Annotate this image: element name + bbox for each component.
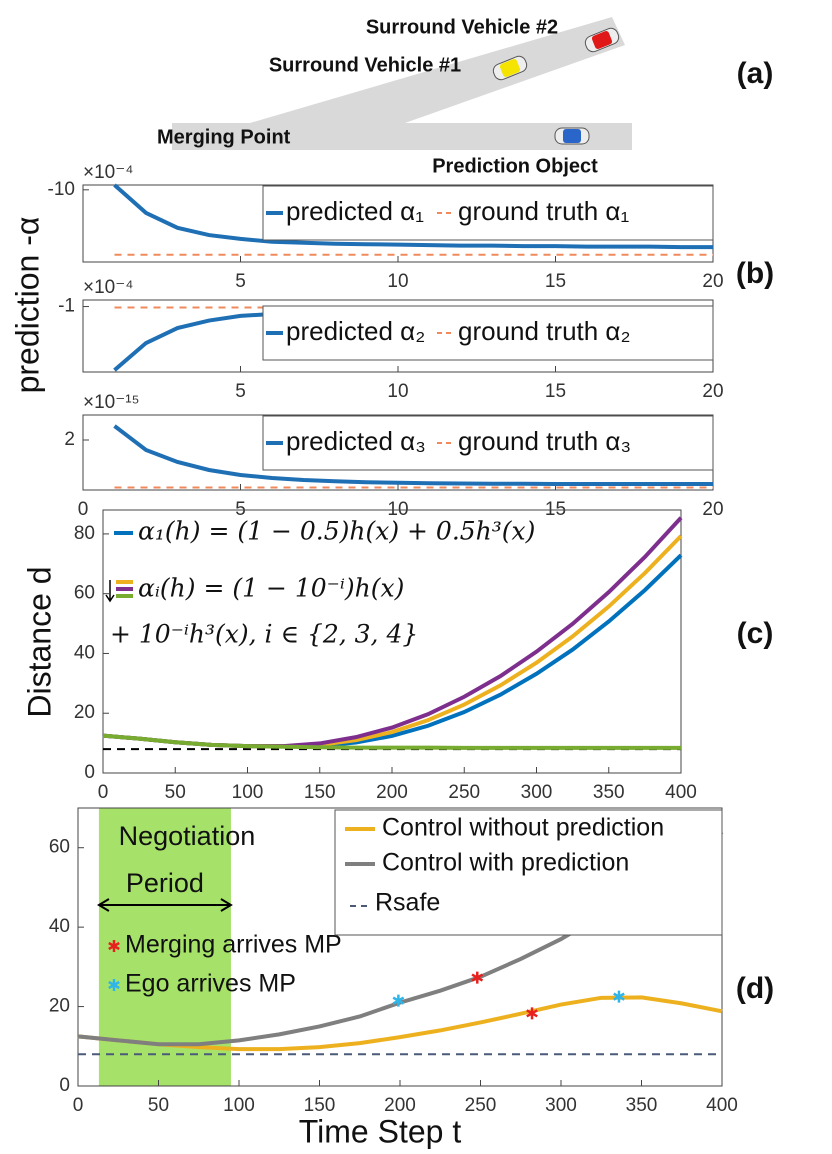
y-tick-label: 0 — [84, 762, 95, 783]
y-tick-label: 60 — [49, 837, 70, 858]
series-line — [102, 733, 681, 750]
x-tick-label: 50 — [165, 782, 186, 803]
x-tick-label: 5 — [235, 271, 246, 292]
car-blue — [554, 127, 590, 145]
x-tick-label: 150 — [304, 1095, 336, 1116]
y-tick-label: -10 — [48, 179, 75, 200]
diagram-label: Surround Vehicle #1 — [269, 54, 461, 76]
event-marker — [613, 990, 625, 1003]
x-tick-label: 300 — [521, 782, 553, 803]
y-tick-label: 20 — [49, 996, 70, 1017]
legend-marker — [108, 979, 120, 991]
car-red — [584, 27, 620, 53]
event-marker — [526, 1007, 538, 1020]
x-tick-label: 20 — [702, 271, 723, 292]
x-tick-label: 250 — [448, 782, 480, 803]
panel-label: (a) — [737, 57, 774, 90]
y-axis-label: Distance d — [21, 566, 57, 717]
road-diagram: Surround Vehicle #2 Surround Vehicle #1 … — [157, 16, 632, 177]
y-tick-label: 60 — [74, 583, 95, 604]
x-tick-label: 200 — [384, 1095, 416, 1116]
legend-label: + 10⁻ⁱh³(x), i ∈ {2, 3, 4} — [110, 620, 418, 649]
panel-label: (b) — [736, 257, 774, 290]
y-multiplier: ×10⁻¹⁵ — [83, 392, 139, 413]
x-tick-label: 50 — [148, 1095, 169, 1116]
legend-marker — [108, 940, 120, 952]
y-multiplier: ×10⁻⁴ — [83, 277, 133, 298]
legend-arrow — [105, 580, 115, 603]
y-multiplier: ×10⁻⁴ — [83, 162, 133, 183]
x-tick-label: 10 — [387, 271, 408, 292]
region-label: Negotiation — [119, 821, 256, 851]
legend-label: predicted α₂ — [286, 316, 425, 346]
series-line — [113, 183, 713, 250]
legend-label: ground truth α₃ — [458, 426, 631, 456]
annotation: Merging arrives MP — [125, 931, 342, 959]
x-tick-label: 10 — [387, 381, 408, 402]
x-tick-label: 350 — [626, 1095, 658, 1116]
ramp-road — [250, 17, 625, 123]
event-marker — [392, 994, 405, 1007]
x-tick-label: 100 — [223, 1095, 255, 1116]
legend-label: αᵢ(h) = (1 − 10⁻ⁱ)h(x) — [138, 574, 404, 603]
legend-box — [334, 809, 723, 936]
x-tick-label: 350 — [593, 782, 625, 803]
x-tick-label: 200 — [376, 782, 408, 803]
x-tick-label: 0 — [73, 1095, 84, 1116]
legend-box — [262, 185, 714, 241]
legend-label: ground truth α₁ — [458, 196, 629, 226]
x-tick-label: 15 — [545, 381, 566, 402]
x-tick-label: 100 — [232, 782, 264, 803]
y-tick-label: 0 — [59, 1075, 70, 1096]
diagram-label: Surround Vehicle #2 — [366, 16, 558, 38]
panel-label: (d) — [736, 972, 774, 1005]
event-marker — [471, 971, 484, 984]
legend-label: predicted α₁ — [286, 196, 424, 226]
legend-label: Rsafe — [375, 889, 440, 917]
legend-label: ground truth α₂ — [458, 316, 631, 346]
x-tick-label: 150 — [304, 782, 336, 803]
period-arrow — [96, 898, 233, 912]
x-tick-label: 0 — [78, 499, 89, 520]
series-line — [113, 424, 713, 486]
legend-label: α₁(h) = (1 − 0.5)h(x) + 0.5h³(x) — [138, 517, 535, 546]
x-tick-label: 20 — [702, 381, 723, 402]
x-tick-label: 15 — [545, 271, 566, 292]
y-tick-label: 80 — [74, 523, 95, 544]
legend-label: Control with prediction — [382, 849, 629, 877]
diagram-label: Prediction Object — [432, 155, 598, 177]
car-yellow — [492, 55, 528, 81]
x-tick-label: 400 — [706, 1095, 738, 1116]
x-tick-label: 5 — [235, 381, 246, 402]
y-tick-label: 40 — [49, 916, 70, 937]
legend-box — [262, 415, 714, 471]
region-label: Period — [126, 868, 204, 898]
y-tick-label: 2 — [64, 429, 75, 450]
y-tick-label: 40 — [74, 642, 95, 663]
legend-label: Control without prediction — [382, 814, 664, 842]
y-axis-label: prediction -α — [9, 217, 45, 394]
legend-label: predicted α₃ — [286, 426, 426, 456]
diagram-label: Merging Point — [157, 126, 291, 148]
x-axis-label: Time Step t — [299, 1113, 462, 1149]
legend-box — [262, 305, 714, 361]
x-tick-label: 0 — [98, 782, 109, 803]
x-tick-label: 20 — [702, 499, 723, 520]
y-tick-label: 20 — [74, 702, 95, 723]
panel-label: (c) — [737, 617, 774, 650]
annotation: Ego arrives MP — [125, 970, 296, 998]
x-tick-label: 400 — [665, 782, 697, 803]
y-tick-label: -1 — [58, 296, 75, 317]
x-tick-label: 300 — [545, 1095, 577, 1116]
x-tick-label: 250 — [465, 1095, 497, 1116]
